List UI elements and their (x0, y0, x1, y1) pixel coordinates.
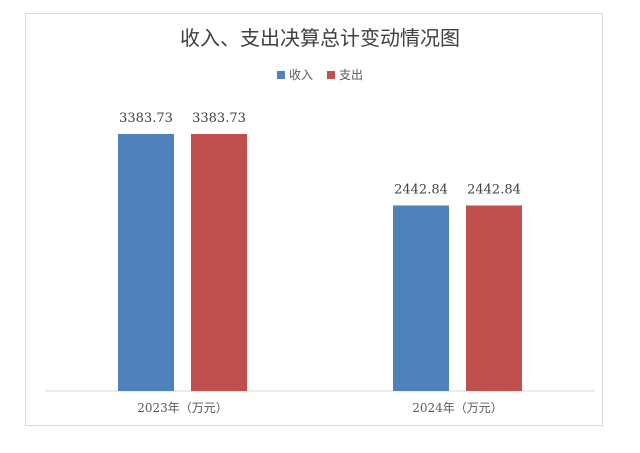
bar-expense-0 (191, 134, 247, 391)
chart-title: 收入、支出决算总计变动情况图 (180, 26, 460, 50)
data-label-income-1: 2442.84 (394, 182, 448, 197)
data-label-income-0: 3383.73 (119, 111, 173, 126)
legend-label-income: 收入 (288, 68, 313, 82)
legend-item-expense: 支出 (327, 66, 363, 83)
legend-label-expense: 支出 (339, 68, 364, 82)
legend-swatch-expense (327, 70, 335, 79)
bar-income-1 (393, 205, 449, 391)
x-tick-label-0: 2023年（万元） (137, 401, 228, 415)
legend: 收入 支出 (0, 66, 640, 83)
data-label-expense-1: 2442.84 (467, 182, 521, 197)
data-label-expense-0: 3383.73 (192, 111, 246, 126)
legend-swatch-income (276, 70, 285, 79)
legend-item-income: 收入 (276, 66, 313, 83)
x-tick-label-1: 2024年（万元） (412, 401, 503, 415)
bar-income-0 (118, 134, 174, 391)
bar-expense-1 (466, 205, 522, 391)
